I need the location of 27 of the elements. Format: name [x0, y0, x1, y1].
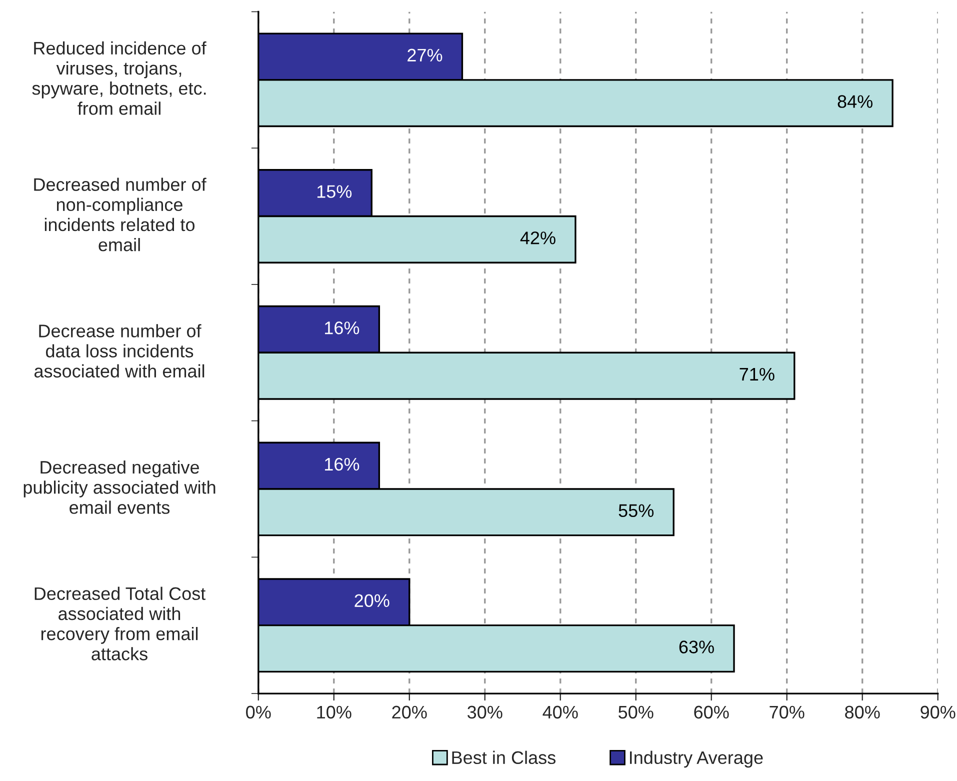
data-label: 42%	[520, 232, 556, 244]
x-tick-label: 40%	[542, 706, 578, 719]
x-tick-label: 50%	[618, 706, 654, 719]
x-tick-label: 30%	[468, 706, 502, 719]
x-tick-label: 90%	[920, 706, 956, 719]
y-tick-label: Reduced incidence of viruses, trojans, spyware, botnets, etc. from email	[32, 41, 206, 115]
data-label: 16%	[325, 458, 360, 471]
legend-label: Industry Average	[630, 750, 763, 768]
y-tick-label: Decreased negative publicity associated with email events	[24, 460, 216, 514]
data-label: 71%	[740, 368, 774, 381]
y-tick-label: Decreased Total Cost associated with recovery from email attacks	[34, 586, 206, 660]
y-tick-label: Decreased number of non-compliance incidents related to email	[34, 178, 206, 252]
data-label: 15%	[317, 185, 352, 198]
data-label: 20%	[354, 594, 390, 608]
data-label: 84%	[838, 95, 872, 108]
data-label: 63%	[679, 640, 714, 654]
data-label: 55%	[618, 504, 654, 518]
legend-label: Best in Class	[452, 750, 556, 764]
x-tick-label: 20%	[392, 706, 427, 719]
x-tick-label: 80%	[845, 706, 880, 719]
x-tick-label: 60%	[694, 706, 729, 719]
x-tick-label: 0%	[246, 706, 271, 719]
data-label: 16%	[325, 322, 360, 334]
data-label: 27%	[408, 48, 442, 62]
x-tick-label: 70%	[770, 706, 804, 719]
x-tick-label: 10%	[317, 706, 352, 719]
y-tick-label: Decrease number of data loss incidents associated with email	[34, 324, 204, 378]
